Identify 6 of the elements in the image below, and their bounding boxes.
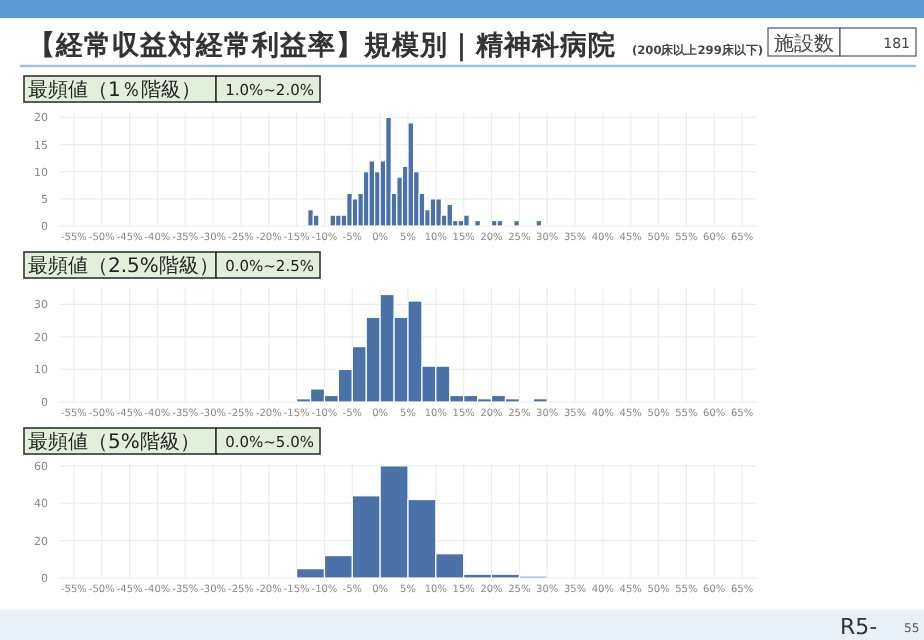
text: 最頻値（1％階級） [28, 78, 201, 102]
chart-title: 【経常収益対経常利益率】規模別｜精神科病院 [28, 28, 616, 62]
text: 最頻値（2.5%階級） [28, 254, 219, 278]
text: 施設数 [774, 32, 834, 56]
text: 最頻値（5%階級） [28, 430, 200, 454]
text: R5- [840, 614, 878, 640]
